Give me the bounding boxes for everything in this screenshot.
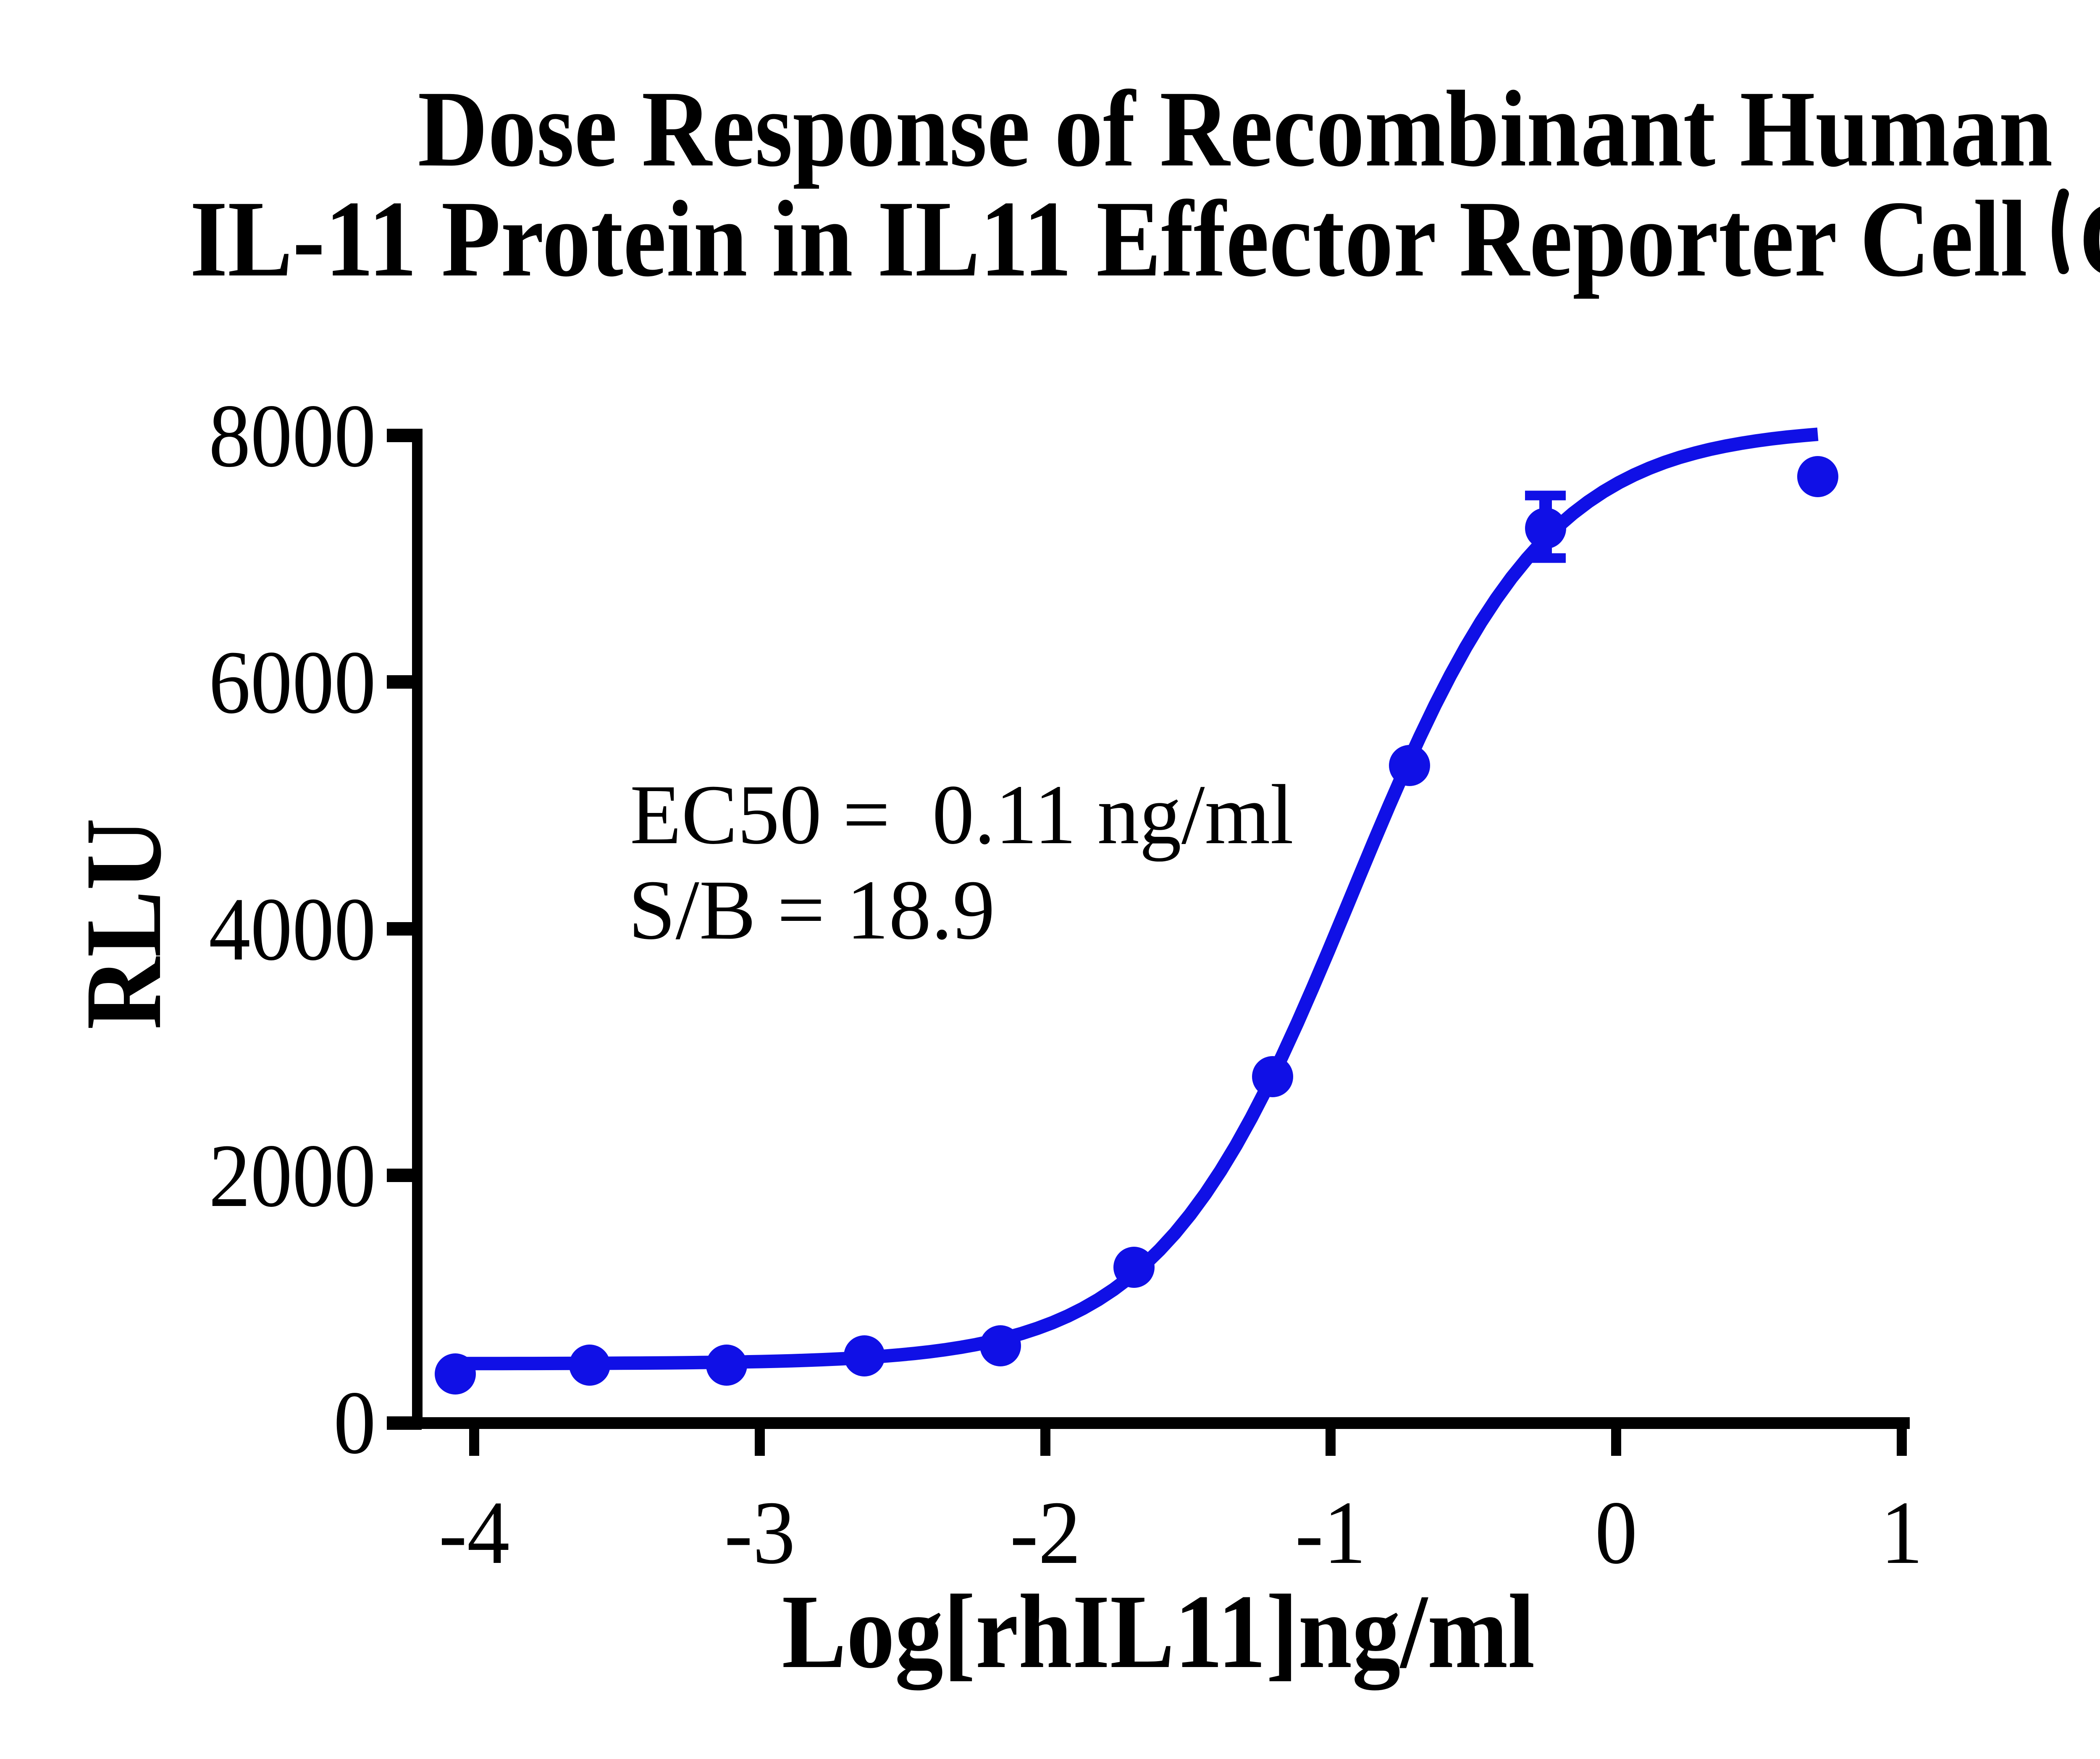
svg-text:EC50 = 0.11 ng/ml: EC50 = 0.11 ng/ml [630, 767, 1294, 862]
svg-text:2000: 2000 [209, 1125, 376, 1226]
svg-text:4000: 4000 [209, 879, 376, 979]
svg-text:-4: -4 [439, 1482, 510, 1583]
svg-text:-1: -1 [1295, 1482, 1366, 1583]
svg-text:-3: -3 [724, 1482, 795, 1583]
svg-text:6000: 6000 [209, 632, 376, 732]
svg-text:-2: -2 [1010, 1482, 1081, 1583]
svg-text:0: 0 [333, 1372, 376, 1473]
svg-text:1: 1 [1881, 1482, 1923, 1583]
svg-text:0: 0 [1595, 1482, 1638, 1583]
svg-text:RLU: RLU [63, 818, 184, 1030]
svg-text:Log[rhIL11]ng/ml: Log[rhIL11]ng/ml [782, 1573, 1535, 1691]
svg-text:8000: 8000 [209, 385, 376, 486]
svg-text:IL-11 Protein in IL11 Effector: IL-11 Protein in IL11 Effector Reporter … [190, 178, 2027, 299]
svg-text:Dose Response of Recombinant H: Dose Response of Recombinant Human [418, 68, 2053, 189]
svg-text:S/B = 18.9: S/B = 18.9 [628, 862, 995, 957]
svg-text:C12: C12 [2079, 178, 2100, 299]
